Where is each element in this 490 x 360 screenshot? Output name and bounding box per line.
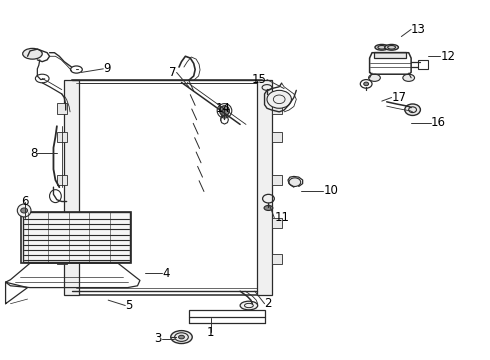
Text: 5: 5: [125, 299, 133, 312]
Bar: [272, 103, 282, 114]
Bar: [21, 212, 131, 263]
Text: 11: 11: [274, 211, 289, 224]
Bar: [257, 80, 272, 295]
Bar: [418, 60, 428, 69]
Text: 16: 16: [431, 116, 446, 129]
Bar: [76, 83, 257, 291]
Ellipse shape: [267, 90, 292, 108]
Text: 12: 12: [441, 50, 455, 63]
Text: 10: 10: [323, 184, 338, 197]
Ellipse shape: [171, 330, 192, 343]
Ellipse shape: [289, 178, 301, 186]
Text: 2: 2: [265, 297, 272, 310]
Bar: [272, 218, 282, 228]
Bar: [57, 218, 67, 228]
Ellipse shape: [21, 208, 27, 213]
Bar: [272, 253, 282, 264]
Ellipse shape: [23, 48, 42, 59]
Text: 1: 1: [207, 326, 215, 339]
Ellipse shape: [220, 106, 229, 116]
Text: 7: 7: [169, 66, 176, 79]
Text: 17: 17: [392, 91, 407, 104]
Text: 6: 6: [22, 195, 29, 208]
Bar: [57, 132, 67, 142]
Bar: [23, 212, 130, 262]
Ellipse shape: [264, 206, 273, 211]
Text: 4: 4: [162, 267, 170, 280]
Ellipse shape: [17, 204, 31, 217]
Text: 13: 13: [411, 23, 426, 36]
Bar: [189, 310, 265, 317]
Bar: [57, 103, 67, 114]
Text: 9: 9: [103, 62, 111, 75]
Ellipse shape: [364, 82, 368, 86]
Text: 14: 14: [216, 102, 230, 115]
Bar: [64, 80, 79, 295]
Ellipse shape: [368, 74, 380, 81]
Ellipse shape: [385, 44, 398, 50]
Bar: [57, 175, 67, 185]
Ellipse shape: [405, 104, 420, 116]
Bar: [272, 132, 282, 142]
Ellipse shape: [375, 44, 389, 50]
Text: 15: 15: [252, 73, 267, 86]
Bar: [57, 253, 67, 264]
Bar: [374, 51, 406, 58]
Ellipse shape: [403, 74, 415, 81]
Ellipse shape: [178, 335, 184, 339]
Bar: [72, 80, 262, 295]
Bar: [272, 175, 282, 185]
Ellipse shape: [240, 301, 258, 310]
Text: 8: 8: [30, 147, 37, 159]
Text: 3: 3: [154, 332, 162, 345]
